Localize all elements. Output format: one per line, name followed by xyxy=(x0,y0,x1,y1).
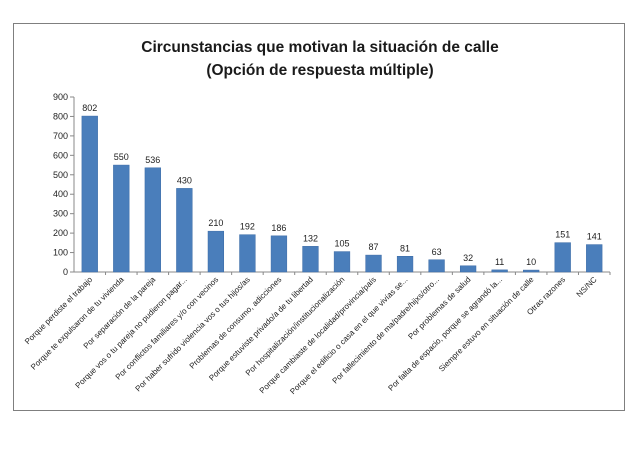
data-label: 132 xyxy=(303,233,318,243)
bar xyxy=(302,246,319,273)
chart-subtitle: (Opción de respuesta múltiple) xyxy=(206,62,433,79)
data-label: 186 xyxy=(271,223,286,233)
y-tick-label: 300 xyxy=(53,209,68,219)
y-tick-label: 0 xyxy=(63,267,68,277)
data-label: 81 xyxy=(400,243,410,253)
data-label: 192 xyxy=(240,222,255,232)
chart-frame: Circunstancias que motivan la situación … xyxy=(13,23,625,411)
bar xyxy=(428,259,445,273)
bar xyxy=(270,235,288,273)
data-label: 536 xyxy=(145,155,160,165)
bar xyxy=(365,254,382,273)
data-label: 105 xyxy=(334,239,349,249)
category-label: NS/NC xyxy=(575,275,599,299)
bars: 802 550 536 430 210 192 186 132 105 87 81 63 32 11 10 1… xyxy=(81,103,603,273)
chart-title: Circunstancias que motivan la situación … xyxy=(141,39,499,56)
data-label: 63 xyxy=(432,247,442,257)
y-tick-label: 600 xyxy=(53,150,68,160)
bar xyxy=(586,244,603,273)
category-label: Por problemas de salud xyxy=(406,275,472,341)
bar xyxy=(459,265,477,273)
data-label: 32 xyxy=(463,253,473,263)
data-label: 430 xyxy=(177,175,192,185)
y-tick-label: 700 xyxy=(53,131,68,141)
data-label: 802 xyxy=(82,103,97,113)
y-tick-label: 900 xyxy=(53,92,68,102)
y-tick-label: 100 xyxy=(53,248,68,258)
bar xyxy=(176,188,193,273)
data-label: 151 xyxy=(555,230,570,240)
data-label: 10 xyxy=(526,257,536,267)
y-tick-label: 800 xyxy=(53,111,68,121)
bar xyxy=(333,251,351,273)
category-label: Por falta de espacio, porque se agrandó … xyxy=(386,275,504,393)
bar xyxy=(554,242,571,273)
y-tick-label: 400 xyxy=(53,189,68,199)
category-label: Porque vos o tu pareja no pudieron pagar… xyxy=(74,275,189,390)
data-label: 210 xyxy=(208,218,223,228)
bar xyxy=(396,256,414,273)
data-label: 11 xyxy=(495,257,504,267)
data-label: 87 xyxy=(369,242,379,252)
bar xyxy=(113,164,130,273)
y-tick-label: 200 xyxy=(53,228,68,238)
bar xyxy=(144,167,161,273)
bar-chart: Circunstancias que motivan la situación … xyxy=(23,39,611,396)
bar xyxy=(239,234,256,273)
bar xyxy=(81,115,98,273)
bar xyxy=(491,269,508,273)
bar xyxy=(207,230,225,273)
y-tick-label: 500 xyxy=(53,170,68,180)
bar xyxy=(523,269,540,273)
category-label: Porque cambiaste de localidad/provincia/… xyxy=(258,275,378,395)
category-label: Por haber sufrido violencia vos o tus hi… xyxy=(134,275,252,393)
data-label: 550 xyxy=(114,152,129,162)
data-label: 141 xyxy=(587,232,602,242)
category-label: Porque el edificio o casa en el que viví… xyxy=(288,275,409,396)
